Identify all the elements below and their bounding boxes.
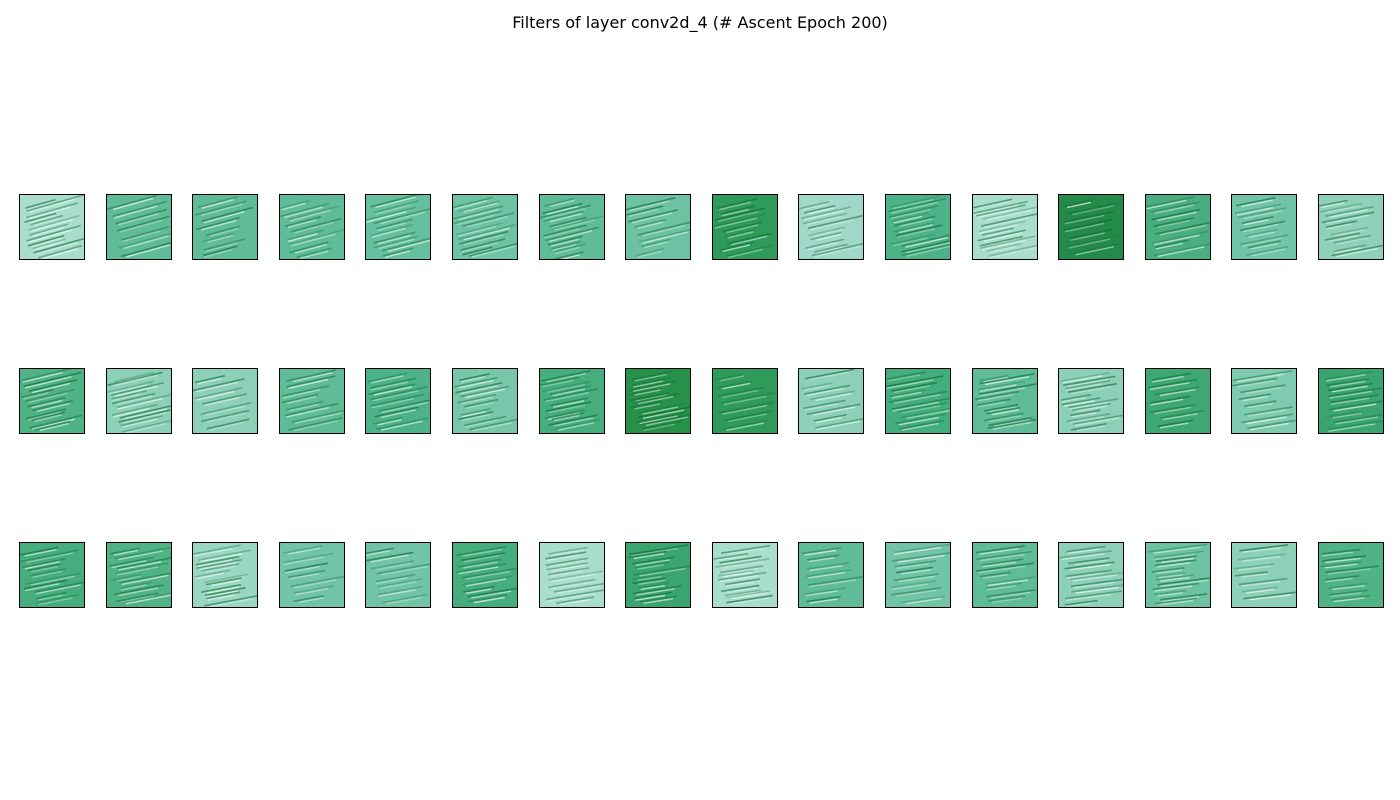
filter-pattern <box>24 195 84 259</box>
filter-tile <box>365 194 432 260</box>
filter-tile <box>105 368 172 434</box>
filter-tile <box>1231 368 1298 434</box>
filter-tile <box>365 542 432 608</box>
filter-pattern <box>802 546 864 604</box>
filter-tile <box>885 194 951 260</box>
filter-pattern <box>453 196 517 258</box>
filter-pattern <box>279 199 344 259</box>
filter-tile <box>278 194 345 260</box>
filter-pattern <box>799 201 864 258</box>
filter-pattern <box>712 544 773 605</box>
filter-tile <box>798 194 865 260</box>
filter-tile <box>885 368 951 434</box>
filter-pattern <box>1233 544 1297 601</box>
filter-tile <box>1058 542 1125 608</box>
filter-pattern <box>544 546 604 606</box>
filter-tile <box>1318 194 1384 260</box>
filter-tile <box>625 368 692 434</box>
filter-tile <box>711 542 778 608</box>
filter-pattern <box>972 198 1037 259</box>
filter-tile <box>1318 368 1384 434</box>
filter-tile <box>105 194 172 260</box>
filter-pattern <box>366 195 431 259</box>
filter-tile <box>105 542 172 608</box>
filter-pattern <box>1232 370 1297 431</box>
filter-pattern <box>454 373 517 432</box>
filter-tile <box>1058 368 1125 434</box>
filter-pattern <box>626 196 691 258</box>
filter-tile <box>278 542 345 608</box>
filter-tile <box>19 194 85 260</box>
filter-pattern <box>629 370 691 432</box>
filter-pattern <box>539 369 600 431</box>
filter-pattern <box>1319 199 1383 258</box>
filter-pattern <box>1059 545 1124 607</box>
filter-pattern <box>1063 199 1120 256</box>
filter-pattern <box>195 195 254 258</box>
filter-pattern <box>456 546 517 604</box>
filter-tile <box>1144 368 1211 434</box>
filter-pattern <box>108 546 171 605</box>
filter-tile <box>192 542 259 608</box>
filter-tile <box>711 194 778 260</box>
filter-pattern <box>1145 196 1210 258</box>
filter-pattern <box>1320 548 1379 603</box>
filter-pattern <box>713 373 775 432</box>
filter-tile <box>1231 542 1298 608</box>
filter-pattern <box>1060 371 1124 432</box>
filter-pattern <box>890 543 950 605</box>
filter-tile <box>971 368 1038 434</box>
filter-tile <box>538 368 605 434</box>
filter-pattern <box>1324 370 1383 432</box>
filter-tile <box>452 368 518 434</box>
filter-pattern <box>281 369 344 432</box>
filter-tile <box>192 194 259 260</box>
filter-tile <box>278 368 345 434</box>
filter-pattern <box>628 544 691 605</box>
filter-pattern <box>1235 196 1290 257</box>
filter-tile <box>538 542 605 608</box>
filter-tile <box>1144 542 1211 608</box>
filter-tile <box>711 368 778 434</box>
filter-tile <box>19 542 85 608</box>
filter-pattern <box>193 544 258 607</box>
filter-tile <box>1318 542 1384 608</box>
filter-pattern <box>1147 372 1204 429</box>
filter-pattern <box>193 374 252 431</box>
filter-tile <box>798 368 865 434</box>
filter-pattern <box>106 195 171 258</box>
filter-pattern <box>801 369 864 431</box>
filter-tile <box>625 542 692 608</box>
filter-pattern <box>886 371 950 431</box>
filter-tile <box>798 542 865 608</box>
filter-tile <box>625 194 692 260</box>
filter-tile <box>452 542 518 608</box>
filter-tile <box>1231 194 1298 260</box>
filter-tile <box>19 368 85 434</box>
filter-pattern <box>106 371 171 433</box>
filter-tile <box>971 542 1038 608</box>
filter-pattern <box>975 545 1036 604</box>
filter-tile <box>885 542 951 608</box>
filter-pattern <box>888 195 950 257</box>
filter-pattern <box>282 545 344 603</box>
filter-pattern <box>367 372 431 431</box>
figure-title: Filters of layer conv2d_4 (# Ascent Epoc… <box>512 13 888 32</box>
filter-tile <box>192 368 259 434</box>
filter-pattern <box>1148 543 1210 606</box>
filter-tile <box>538 194 605 260</box>
filter-tile <box>971 194 1038 260</box>
filter-tile <box>452 194 518 260</box>
filter-pattern <box>20 546 84 606</box>
filter-tile <box>1144 194 1211 260</box>
filter-pattern <box>974 373 1037 430</box>
filter-pattern <box>366 547 431 605</box>
filter-tile <box>1058 194 1125 260</box>
filter-pattern <box>539 197 603 259</box>
filter-pattern <box>713 197 772 259</box>
filter-tile <box>365 368 432 434</box>
filter-pattern <box>20 369 83 432</box>
